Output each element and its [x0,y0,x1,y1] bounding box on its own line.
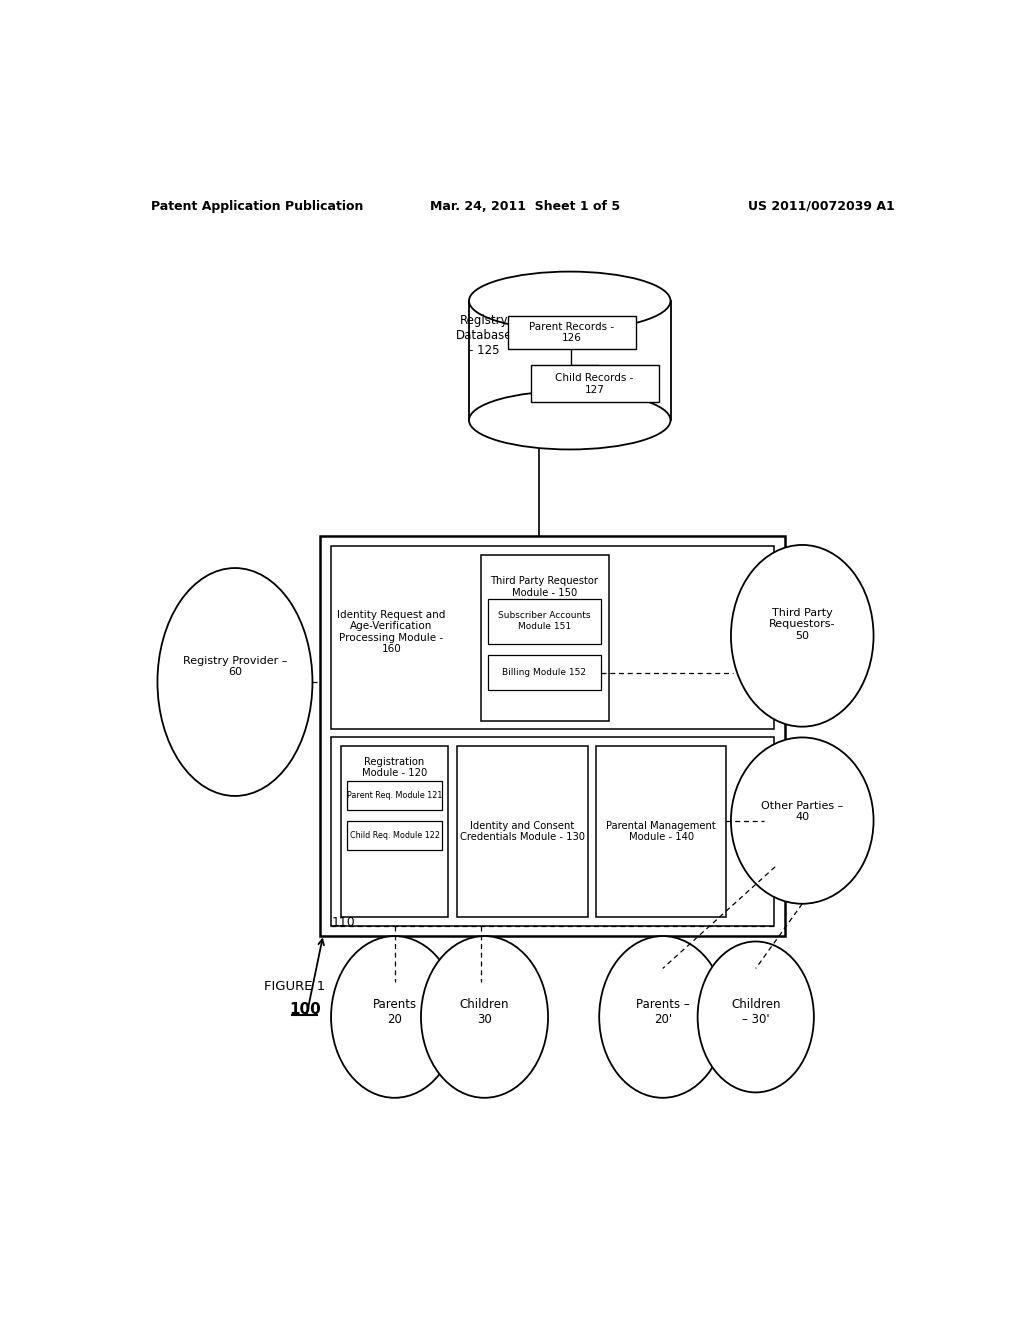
Text: Children
– 30': Children – 30' [731,998,780,1026]
Bar [331,545,774,729]
Ellipse shape [469,391,671,449]
Bar [458,746,588,917]
Text: Parental Management
Module - 140: Parental Management Module - 140 [606,821,716,842]
Text: Other Parties –
40: Other Parties – 40 [761,800,844,822]
Text: Subscriber Accounts
Module 151: Subscriber Accounts Module 151 [498,611,591,631]
Text: US 2011/0072039 A1: US 2011/0072039 A1 [749,199,895,213]
Ellipse shape [421,936,548,1098]
Text: Child Records -
127: Child Records - 127 [555,374,634,395]
Bar [488,655,601,689]
Text: Billing Module 152: Billing Module 152 [502,668,586,677]
Text: Registration
Module - 120: Registration Module - 120 [361,756,427,779]
Text: Children
30: Children 30 [460,998,509,1026]
Ellipse shape [158,568,312,796]
Text: Identity Request and
Age-Verification
Processing Module -
160: Identity Request and Age-Verification Pr… [337,610,445,655]
Text: 110: 110 [332,916,355,929]
Text: Parents
20: Parents 20 [373,998,417,1026]
Text: Parent Records -
126: Parent Records - 126 [528,322,613,343]
Bar [347,780,442,810]
Bar [321,536,785,936]
Ellipse shape [599,936,726,1098]
Ellipse shape [331,936,458,1098]
Text: Third Party Requestor
Module - 150: Third Party Requestor Module - 150 [490,577,598,598]
Bar [508,317,636,348]
Text: Registry Provider –
60: Registry Provider – 60 [182,656,287,677]
Text: Parents –
20': Parents – 20' [636,998,689,1026]
Bar [347,821,442,850]
Text: Mar. 24, 2011  Sheet 1 of 5: Mar. 24, 2011 Sheet 1 of 5 [430,199,620,213]
Bar [480,554,608,721]
Text: Patent Application Publication: Patent Application Publication [152,199,364,213]
Text: 100: 100 [289,1002,321,1016]
Ellipse shape [697,941,814,1093]
Bar [331,738,774,927]
Text: Registry
Database
- 125: Registry Database - 125 [457,314,513,356]
Bar [341,746,449,917]
Bar [531,364,658,401]
Text: Child Req. Module 122: Child Req. Module 122 [349,830,439,840]
Ellipse shape [469,272,671,330]
Ellipse shape [731,738,873,904]
Text: FIGURE 1: FIGURE 1 [263,979,325,993]
Text: Third Party
Requestors-
50: Third Party Requestors- 50 [769,607,836,640]
Bar [596,746,726,917]
Ellipse shape [731,545,873,726]
Bar [488,599,601,644]
Bar [469,301,671,420]
Text: Identity and Consent
Credentials Module - 130: Identity and Consent Credentials Module … [460,821,585,842]
Text: Parent Req. Module 121: Parent Req. Module 121 [347,791,442,800]
